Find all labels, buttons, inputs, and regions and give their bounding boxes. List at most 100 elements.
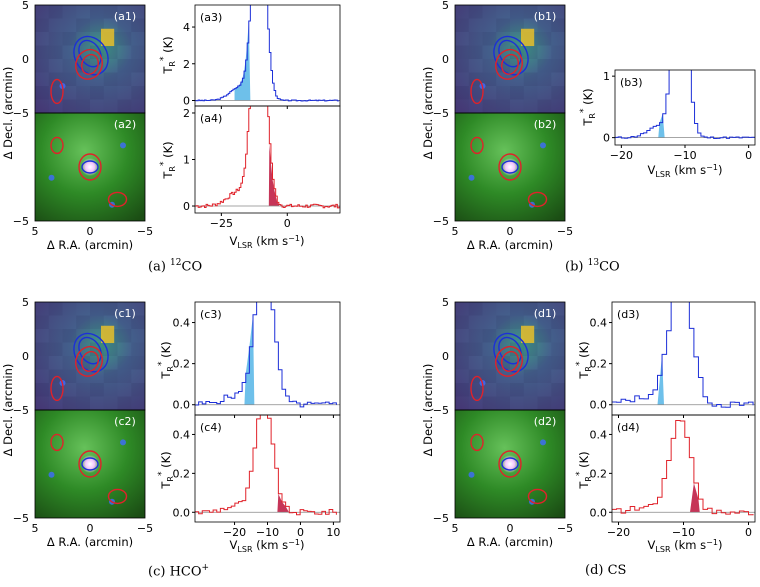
map-pixel bbox=[551, 315, 565, 329]
map-pixel bbox=[496, 5, 510, 19]
map-pixel bbox=[482, 99, 497, 113]
map-pixel bbox=[35, 342, 49, 356]
map-ytick-label: −5 bbox=[13, 404, 29, 417]
blue-contour bbox=[501, 457, 519, 471]
spec-label: (d4) bbox=[617, 421, 640, 434]
map-pixel bbox=[117, 329, 132, 343]
map-top-image bbox=[35, 302, 145, 410]
map-pixel bbox=[469, 356, 483, 370]
map-pixel bbox=[523, 302, 538, 316]
map-pixel bbox=[118, 383, 132, 397]
map-pixel bbox=[469, 316, 483, 330]
map-pixel bbox=[537, 72, 552, 86]
map-pixel bbox=[537, 59, 552, 73]
map-pixel bbox=[551, 383, 565, 397]
map-pixel bbox=[468, 32, 483, 46]
ytick-label: 2 bbox=[183, 58, 190, 71]
map-pixel bbox=[496, 59, 510, 73]
caption-d-letter: (d) bbox=[585, 563, 604, 578]
map-pixel bbox=[117, 396, 132, 410]
caption-b-letter: (b) bbox=[565, 259, 584, 275]
map-pixel bbox=[35, 32, 49, 46]
map-pixel bbox=[468, 5, 483, 19]
map-ytick-label: −5 bbox=[13, 215, 29, 228]
map-pixel bbox=[90, 302, 104, 316]
red-contour bbox=[470, 136, 484, 155]
spec-a4: (a4) 0 1 2 −25 0 bbox=[183, 105, 341, 230]
map-pixel bbox=[537, 329, 552, 343]
map-xlabel: Δ R.A. (arcmin) bbox=[467, 535, 553, 549]
map-peak bbox=[521, 28, 535, 47]
caption-a-isotope: 12 bbox=[170, 258, 182, 268]
map-pixel bbox=[48, 86, 63, 100]
map-xtick-label: −5 bbox=[557, 225, 573, 238]
map-pixel bbox=[49, 59, 63, 73]
point-source bbox=[120, 439, 126, 446]
caption-d-species: CS bbox=[607, 563, 627, 578]
map-pixel bbox=[523, 383, 538, 397]
map-pixel bbox=[468, 45, 483, 59]
map-pixel bbox=[35, 45, 49, 59]
ytick-label: 0.2 bbox=[590, 467, 608, 480]
point-source bbox=[48, 471, 55, 478]
caption-c: (c) HCO+ bbox=[148, 563, 209, 579]
ytick-label: 0.0 bbox=[590, 506, 608, 519]
red-contour bbox=[470, 78, 484, 105]
map-pixel bbox=[468, 302, 483, 316]
caption-c-species: HCO bbox=[169, 564, 202, 580]
red-contour bbox=[470, 375, 484, 402]
map-xtick-label: −5 bbox=[137, 522, 153, 535]
map-pixel bbox=[551, 18, 565, 32]
xtick-label: 0 bbox=[745, 149, 752, 162]
spec-ylabel: TR* (K) bbox=[575, 451, 593, 489]
ytick-label: 2 bbox=[183, 107, 190, 120]
map-pixel bbox=[103, 302, 118, 316]
map-pixel bbox=[35, 5, 49, 19]
map-pixel bbox=[510, 383, 524, 397]
blue-contour bbox=[81, 160, 99, 174]
velocity-wing-fill bbox=[268, 143, 280, 207]
map-pair: (b1)(b2)50−5−5Δ Decl. (arcmin)5 0 −5Δ R.A.… bbox=[421, 0, 573, 252]
map-pixel bbox=[35, 59, 49, 73]
map-xtick-label: 0 bbox=[507, 522, 514, 535]
map-pixel bbox=[523, 45, 538, 59]
blue-contour bbox=[493, 35, 529, 76]
map-pixel bbox=[468, 342, 483, 356]
point-source bbox=[540, 142, 546, 149]
map-pixel bbox=[48, 45, 63, 59]
map-bottom-label: (c2) bbox=[114, 415, 136, 428]
map-xlabel: Δ R.A. (arcmin) bbox=[47, 535, 133, 549]
map-pixel bbox=[468, 329, 483, 343]
map-pixel bbox=[455, 370, 469, 384]
map-pixel bbox=[62, 329, 77, 343]
map-pixel bbox=[551, 329, 565, 343]
map-pixel bbox=[496, 356, 510, 370]
map-pixel bbox=[524, 397, 538, 411]
map-pixel bbox=[131, 73, 145, 87]
map-ytick-label: 0 bbox=[442, 350, 449, 363]
caption-b-isotope: 13 bbox=[587, 258, 600, 268]
spec-plot bbox=[195, 106, 340, 209]
spectrum-line bbox=[612, 302, 754, 408]
spec-plot bbox=[612, 302, 755, 408]
map-pixel bbox=[455, 329, 469, 343]
map-pixel bbox=[496, 329, 510, 343]
map-pixel bbox=[510, 100, 524, 114]
map-pixel bbox=[469, 59, 483, 73]
map-xtick-label: 5 bbox=[452, 225, 459, 238]
map-pixel bbox=[538, 343, 552, 357]
map-pixel bbox=[62, 5, 77, 19]
map-pixel bbox=[455, 18, 469, 32]
map-pair: (a1)(a2)50−5−5Δ Decl. (arcmin)5 0 −5Δ R.A.… bbox=[1, 0, 153, 252]
spectrum-line bbox=[612, 420, 754, 516]
spec-plot bbox=[195, 415, 340, 516]
map-pixel bbox=[482, 72, 497, 86]
map-pixel bbox=[90, 383, 104, 397]
map-pixel bbox=[496, 383, 510, 397]
blue-contour bbox=[73, 332, 109, 373]
velocity-wing-fill bbox=[277, 493, 291, 513]
blue-contour bbox=[498, 39, 522, 68]
map-pixel bbox=[483, 316, 497, 330]
map-pixel bbox=[76, 18, 90, 32]
red-contour bbox=[495, 345, 523, 377]
